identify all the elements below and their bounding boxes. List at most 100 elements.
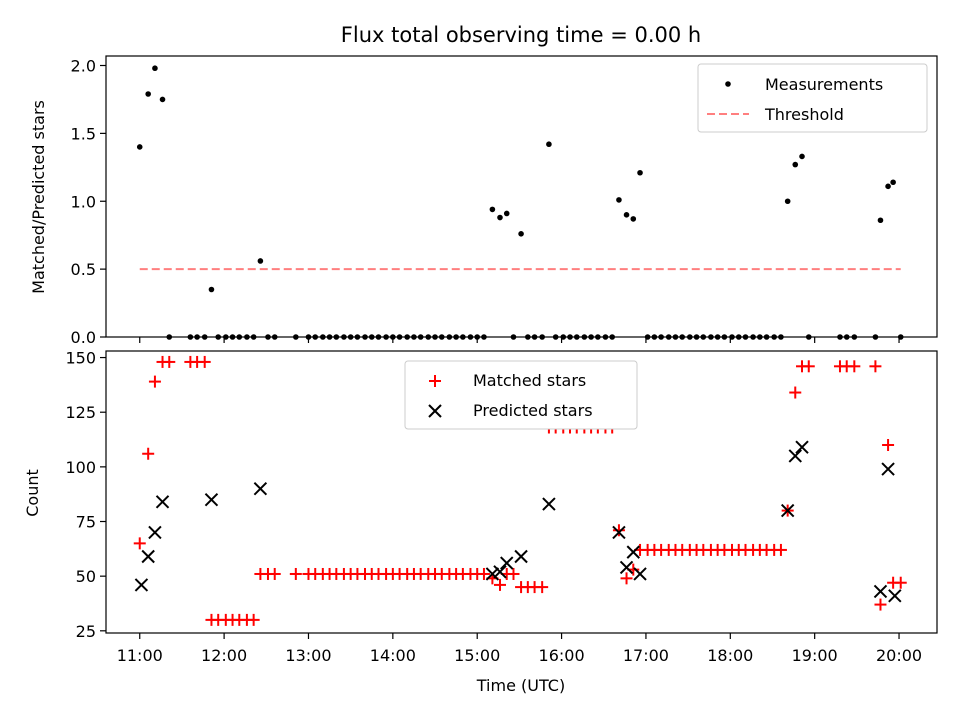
measurement-point (152, 65, 158, 72)
predicted-star-point (148, 525, 162, 540)
predicted-star-point (542, 497, 556, 511)
predicted-star-point-b (134, 578, 149, 592)
bottom-x-tick-label: 11:00 (117, 646, 163, 665)
measurement-point (872, 334, 879, 340)
predicted-star-point-b (788, 449, 802, 463)
legend-marker-measurements (725, 81, 731, 87)
measurement-point (588, 334, 594, 340)
measurement-point (665, 334, 672, 340)
measurement-point (265, 334, 271, 340)
predicted-star-point (204, 492, 219, 507)
predicted-star-point (612, 525, 626, 540)
predicted-star-point-b (148, 525, 162, 540)
bottom-x-tick-label: 12:00 (201, 646, 247, 665)
measurement-point (792, 161, 799, 168)
predicted-star-point-b (612, 525, 626, 540)
predicted-star-point-b (780, 503, 795, 518)
matched-star-point (802, 360, 815, 373)
measurement-point (194, 334, 200, 340)
measurement-point (159, 96, 166, 103)
matched-star-point (612, 524, 625, 537)
predicted-star-point-b (500, 556, 514, 570)
measurement-point (460, 334, 466, 340)
measurement-point (404, 334, 410, 340)
matched-star-point (198, 355, 211, 368)
predicted-star-point-b (633, 567, 647, 581)
measurement-point (679, 334, 686, 340)
measurement-point (257, 258, 264, 264)
measurement-point (383, 334, 389, 340)
measurement-point (333, 334, 340, 340)
predicted-star-point-b (514, 549, 528, 564)
measurement-point (518, 231, 524, 237)
measurement-point (474, 334, 481, 340)
predicted-star-point-b (485, 567, 500, 581)
predicted-star-point-b (626, 545, 640, 559)
bottom-y-tick-label: 50 (76, 567, 96, 586)
bottom-y-axis-label: Count (23, 469, 42, 517)
measurement-point (390, 334, 396, 340)
measurement-point (708, 334, 714, 340)
measurement-point (687, 334, 693, 340)
measurement-point (320, 334, 326, 340)
measurement-point (347, 334, 354, 340)
measurement-point (757, 334, 763, 340)
measurement-point (244, 334, 250, 340)
measurement-point (341, 334, 347, 340)
bottom-legend-box (404, 360, 638, 430)
measurement-point (672, 334, 679, 340)
measurement-point (305, 334, 312, 340)
measurement-point (222, 334, 229, 340)
measurement-point (208, 286, 215, 293)
bottom-x-tick-label: 19:00 (792, 646, 838, 665)
matched-star-point (477, 567, 490, 580)
predicted-star-point (493, 565, 507, 579)
predicted-star-point (795, 440, 809, 454)
matched-star-point (869, 360, 882, 373)
measurement-point (438, 334, 445, 340)
measurement-point (763, 334, 770, 340)
matched-star-point (148, 375, 161, 388)
measurement-point (546, 141, 552, 148)
predicted-star-point (485, 567, 500, 581)
predicted-star-point (141, 549, 155, 564)
predicted-star-point-b (204, 492, 219, 507)
legend-label-measurements: Measurements (765, 75, 883, 94)
measurement-point (851, 334, 858, 340)
measurement-point (595, 334, 601, 340)
bottom-x-tick-label: 14:00 (370, 646, 416, 665)
legend-marker-matched (429, 375, 441, 387)
top-axes-frame (105, 55, 938, 338)
matched-star-point (133, 537, 146, 550)
bottom-x-tick-label: 15:00 (454, 646, 500, 665)
measurement-point (503, 210, 510, 217)
predicted-star-point (633, 567, 647, 581)
measurement-point (489, 206, 496, 213)
measurement-point (885, 183, 891, 190)
measurement-point (616, 197, 622, 203)
measurement-point (166, 334, 173, 340)
predicted-star-point (626, 545, 640, 559)
measurement-point (362, 334, 368, 340)
legend-marker-predicted (428, 404, 442, 418)
measurement-point (510, 334, 517, 340)
measurement-point (721, 334, 728, 340)
top-y-tick-label: 0.0 (71, 328, 96, 347)
measurement-point (784, 198, 791, 205)
bottom-x-tick-label: 17:00 (623, 646, 669, 665)
matched-star-point (163, 355, 176, 368)
predicted-star-point-b (493, 565, 507, 579)
measurement-point (136, 144, 143, 150)
top-y-ticks: 0.0 0.5 1.0 1.5 2.0 (71, 57, 106, 347)
predicted-star-point-b (141, 549, 155, 564)
predicted-star-point (514, 549, 528, 564)
measurement-point (897, 334, 904, 340)
matched-star-point (882, 439, 895, 451)
predicted-star-point-b (155, 495, 170, 509)
predicted-star-point (155, 495, 170, 509)
matched-star-point (620, 572, 633, 585)
bottom-x-ticks: 11:00 12:00 13:00 14:00 15:00 16:00 17:00 18:00… (117, 633, 922, 665)
matched-star-point (142, 447, 155, 460)
measurement-point (293, 334, 299, 340)
x-axis-label: Time (UTC) (476, 676, 565, 695)
